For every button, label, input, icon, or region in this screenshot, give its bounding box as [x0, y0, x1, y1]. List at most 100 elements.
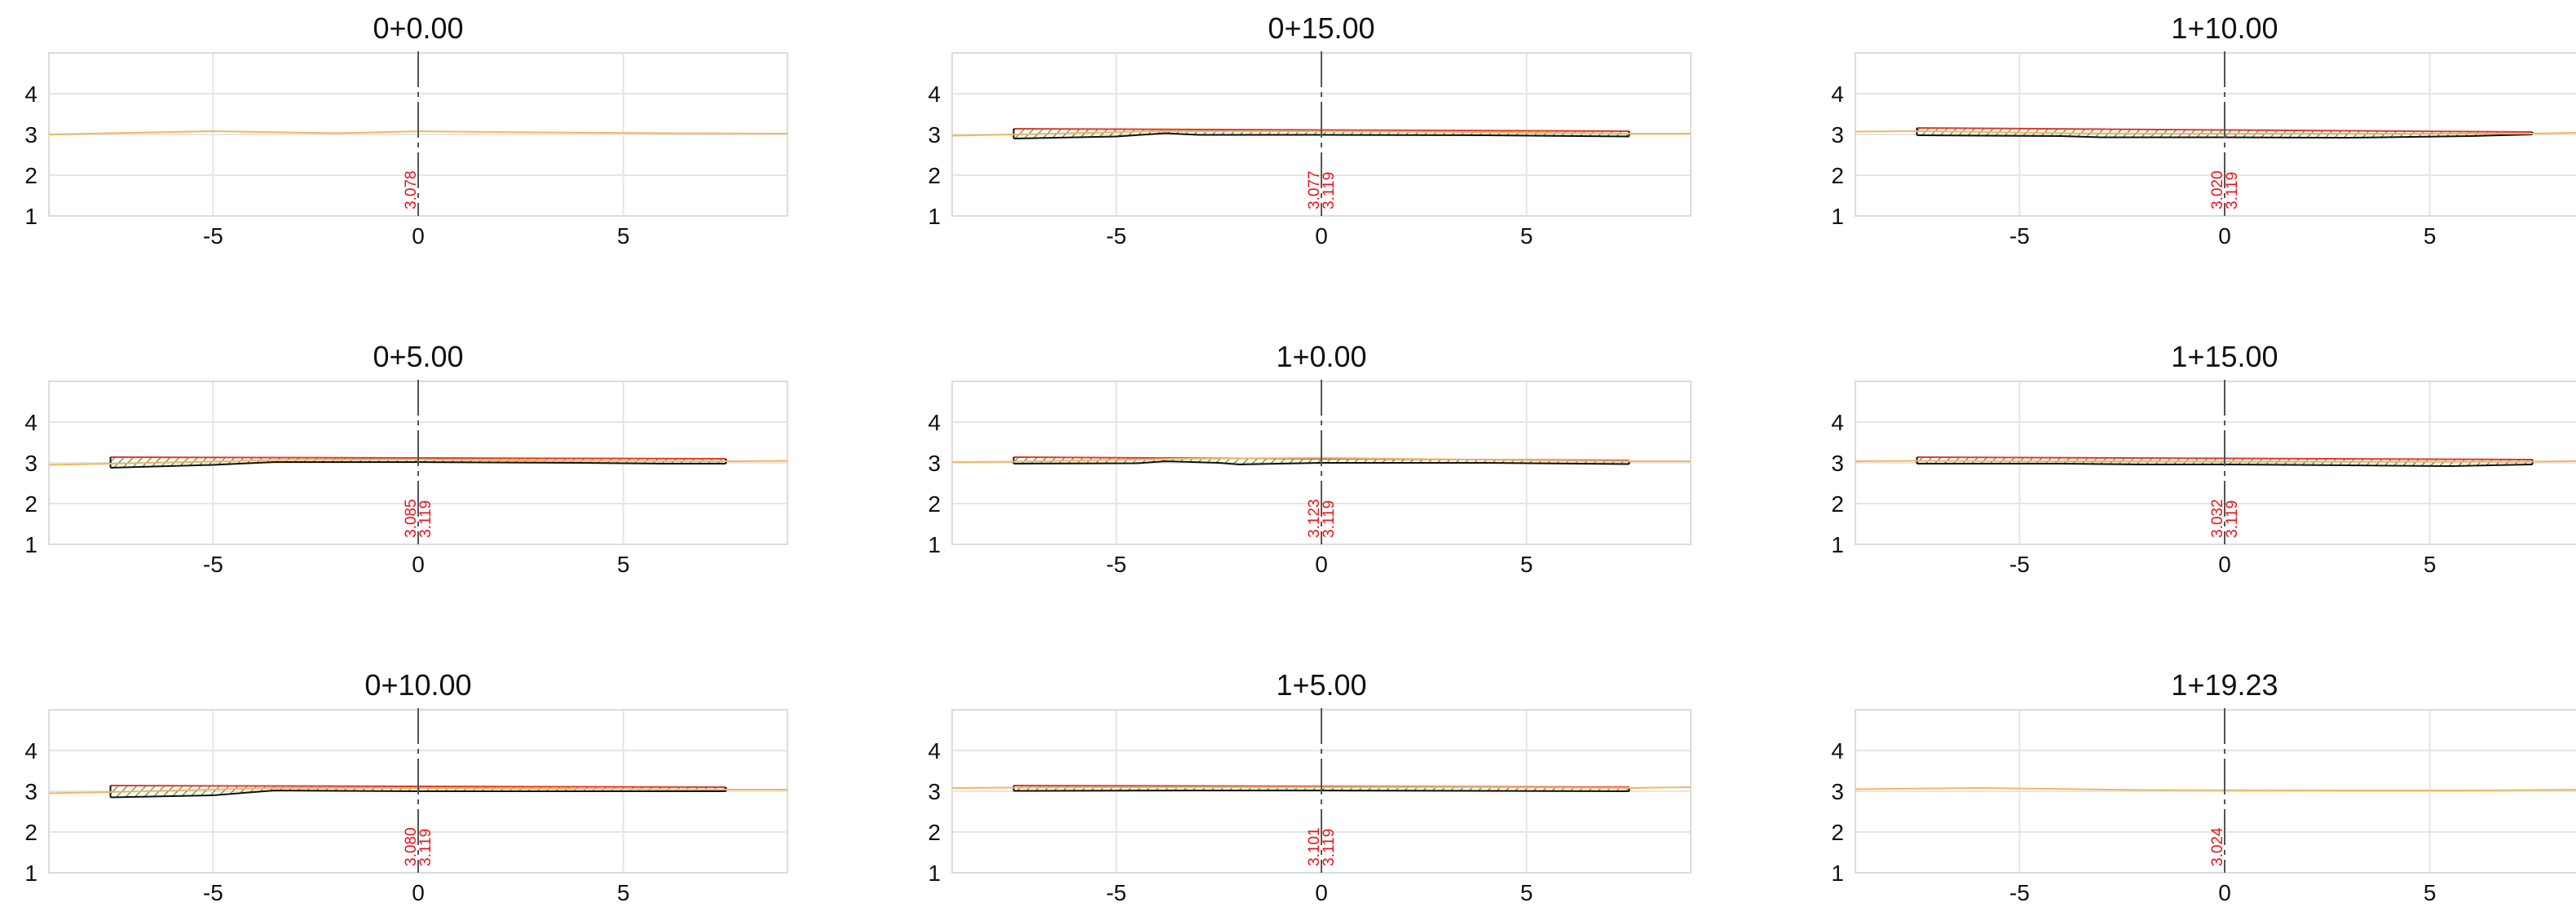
x-tick-label: 0	[412, 552, 425, 577]
y-tick-label: 3	[928, 122, 941, 147]
x-tick-label: -5	[2009, 552, 2030, 577]
elevation-label: 3.101	[1306, 827, 1323, 866]
y-tick-label: 3	[24, 122, 37, 147]
x-tick-label: -5	[203, 880, 223, 905]
y-tick-label: 1	[24, 532, 37, 557]
section-title: 1+15.00	[2171, 340, 2278, 373]
y-tick-label: 4	[928, 410, 941, 435]
elevation-label: 3.123	[1306, 499, 1323, 538]
x-tick-label: -5	[2009, 880, 2030, 905]
x-tick-label: -5	[1106, 880, 1127, 905]
y-tick-label: 3	[928, 779, 941, 804]
section-title: 1+10.00	[2171, 11, 2278, 45]
elevation-label: 3.119	[1321, 829, 1338, 866]
elevation-label: 3.119	[1321, 500, 1338, 538]
y-tick-label: 3	[928, 451, 941, 476]
y-tick-label: 2	[24, 163, 37, 188]
section-title: 0+10.00	[364, 668, 471, 702]
y-tick-label: 1	[928, 204, 941, 229]
x-tick-label: 0	[412, 880, 425, 905]
y-tick-label: 4	[24, 738, 37, 764]
y-tick-label: 4	[928, 81, 941, 107]
y-tick-label: 1	[928, 861, 941, 886]
ground-line	[1855, 460, 2576, 463]
x-tick-label: 0	[2218, 223, 2231, 249]
x-tick-label: -5	[1106, 223, 1127, 249]
elevation-label: 3.119	[2224, 500, 2241, 538]
y-tick-label: 2	[24, 491, 37, 517]
x-tick-label: 0	[1315, 552, 1328, 577]
y-tick-label: 2	[928, 491, 941, 517]
elevation-label: 3.024	[2209, 827, 2226, 866]
elevation-label: 3.119	[417, 829, 434, 866]
x-tick-label: -5	[1106, 552, 1127, 577]
x-tick-label: -5	[203, 552, 223, 577]
y-tick-label: 3	[1831, 122, 1844, 147]
x-tick-label: 0	[2218, 880, 2231, 905]
x-tick-label: -5	[2009, 223, 2030, 249]
y-tick-label: 4	[1831, 738, 1844, 764]
y-tick-label: 4	[928, 738, 941, 764]
design-bottom-line	[1013, 132, 1630, 139]
y-tick-label: 2	[1831, 820, 1844, 845]
x-tick-label: 5	[1520, 880, 1533, 905]
y-tick-label: 1	[24, 861, 37, 886]
design-bottom-line	[1013, 460, 1630, 466]
y-tick-label: 2	[1831, 491, 1844, 517]
elevation-label: 3.080	[403, 827, 420, 866]
y-tick-label: 2	[928, 163, 941, 188]
x-tick-label: 0	[2218, 552, 2231, 577]
y-tick-label: 4	[1831, 410, 1844, 435]
x-tick-label: 5	[1520, 552, 1533, 577]
x-tick-label: 0	[1315, 223, 1328, 249]
section-title: 1+0.00	[1276, 340, 1366, 373]
elevation-label: 3.020	[2209, 170, 2226, 209]
section-title: 0+5.00	[373, 340, 463, 373]
y-tick-label: 1	[928, 532, 941, 557]
x-tick-label: 5	[617, 880, 630, 905]
y-tick-label: 3	[24, 451, 37, 476]
x-tick-label: 5	[2424, 880, 2437, 905]
section-title: 0+15.00	[1268, 11, 1374, 45]
ground-line	[1855, 786, 2576, 791]
section-title: 0+0.00	[373, 11, 463, 45]
x-tick-label: 5	[2424, 223, 2437, 249]
y-tick-label: 2	[24, 820, 37, 845]
elevation-label: 3.078	[403, 170, 420, 209]
x-tick-label: 0	[412, 223, 425, 249]
x-tick-label: 5	[617, 552, 630, 577]
section-title: 1+5.00	[1276, 668, 1366, 702]
section-title: 1+19.23	[2171, 668, 2278, 702]
y-tick-label: 3	[1831, 451, 1844, 476]
elevation-label: 3.119	[1321, 172, 1338, 209]
x-tick-label: -5	[203, 223, 223, 249]
y-tick-label: 1	[24, 204, 37, 229]
elevation-label: 3.077	[1306, 170, 1323, 209]
x-tick-label: 0	[1315, 880, 1328, 905]
x-tick-label: 5	[1520, 223, 1533, 249]
y-tick-label: 2	[928, 820, 941, 845]
y-tick-label: 1	[1831, 861, 1844, 886]
x-tick-label: 5	[2424, 552, 2437, 577]
section-panel: -5 0 5 1 2 3 4 3.024 1+19.23	[1831, 668, 2576, 905]
y-tick-label: 4	[24, 410, 37, 435]
elevation-label: 3.085	[403, 499, 420, 538]
y-tick-label: 1	[1831, 532, 1844, 557]
elevation-label: 3.032	[2209, 499, 2226, 538]
y-tick-label: 2	[1831, 163, 1844, 188]
y-tick-label: 3	[24, 779, 37, 804]
y-tick-label: 1	[1831, 204, 1844, 229]
y-tick-label: 4	[1831, 81, 1844, 107]
elevation-label: 3.119	[417, 500, 434, 538]
y-tick-label: 4	[24, 81, 37, 107]
elevation-label: 3.119	[2224, 172, 2241, 209]
y-tick-label: 3	[1831, 779, 1844, 804]
